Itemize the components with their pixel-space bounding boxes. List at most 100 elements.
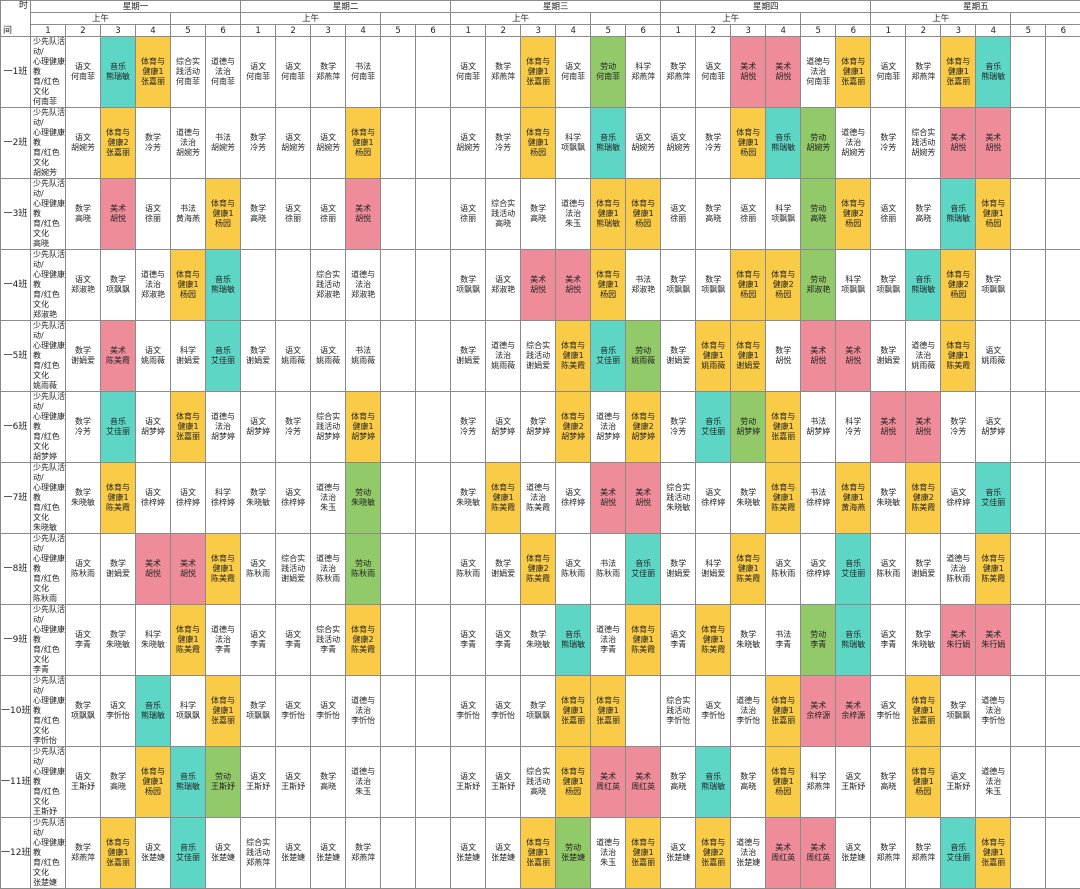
lesson-line: 杨园 xyxy=(766,787,800,797)
lesson-line: 体育与 xyxy=(136,57,170,67)
lesson-line: 科学 xyxy=(171,701,205,711)
lesson-cell: 语文张楚婕 xyxy=(206,818,241,889)
lesson-line: 数学 xyxy=(66,701,100,711)
lesson-line: 语文 xyxy=(241,630,275,640)
empty-cell xyxy=(416,818,451,889)
lesson-cell: 美术胡悦 xyxy=(766,37,801,108)
lesson-line: 姚雨薇 xyxy=(486,361,520,371)
lesson-line: 姚雨薇 xyxy=(346,356,380,366)
lesson-line: 语文 xyxy=(556,62,590,72)
lesson-line: 数学 xyxy=(311,772,345,782)
lesson-line: 音乐 xyxy=(941,204,975,214)
lesson-line: 语文 xyxy=(136,204,170,214)
lesson-line: 高晓 xyxy=(66,214,100,224)
lesson-cell: 劳动何南菲 xyxy=(591,37,626,108)
lesson-line: 张嘉丽 xyxy=(976,858,1010,868)
lesson-line: 健康1 xyxy=(731,138,765,148)
lesson-line: 音乐 xyxy=(906,275,940,285)
lesson-line: 体育与 xyxy=(731,270,765,280)
afternoon-header xyxy=(591,13,661,25)
lesson-line: 朱晓敏 xyxy=(731,640,765,650)
lesson-line: 李青 xyxy=(591,645,625,655)
lesson-line: 心理健康教 xyxy=(33,57,65,77)
empty-cell xyxy=(381,179,416,250)
lesson-cell: 语文李青 xyxy=(871,605,906,676)
lesson-line: 胡婉芳 xyxy=(171,148,205,158)
lesson-line: 健康1 xyxy=(941,67,975,77)
lesson-line: 李忻怡 xyxy=(33,736,65,746)
class-name: 一10班 xyxy=(1,676,31,747)
lesson-line: 语文 xyxy=(276,488,310,498)
lesson-line: 体育与 xyxy=(976,838,1010,848)
lesson-line: 音乐 xyxy=(591,133,625,143)
lesson-cell: 语文胡婉芳 xyxy=(451,108,486,179)
class-row: 一10班少先队活动/心理健康教育/红色文化李忻怡数学项飘飘语文李忻怡音乐熊瑞敏科… xyxy=(1,676,1080,747)
lesson-line: 数学 xyxy=(276,417,310,427)
lesson-line: 语文 xyxy=(136,346,170,356)
lesson-line: 少先队活动/ xyxy=(33,747,65,767)
lesson-line: 朱晓敏 xyxy=(871,498,905,508)
lesson-line: 语文 xyxy=(276,133,310,143)
lesson-cell: 道德与法治李青 xyxy=(591,605,626,676)
lesson-line: 高晓 xyxy=(906,214,940,224)
lesson-line: 体育与 xyxy=(696,341,730,351)
lesson-line: 语文 xyxy=(276,701,310,711)
lesson-cell: 数学郑燕萍 xyxy=(346,818,381,889)
lesson-line: 语文 xyxy=(311,843,345,853)
lesson-cell: 美术胡悦 xyxy=(171,534,206,605)
lesson-cell: 书法徐梓婷 xyxy=(801,463,836,534)
lesson-cell: 数学谢娟爱 xyxy=(661,321,696,392)
lesson-line: 体育与 xyxy=(766,696,800,706)
empty-cell xyxy=(1011,463,1046,534)
lesson-line: 音乐 xyxy=(171,843,205,853)
lesson-line: 郑淑艳 xyxy=(486,285,520,295)
lesson-line: 法治 xyxy=(521,493,555,503)
lesson-cell: 道德与法治胡婉芳 xyxy=(836,108,871,179)
lesson-cell: 语文徐丽 xyxy=(136,179,171,250)
lesson-cell: 美术胡悦 xyxy=(906,392,941,463)
lesson-cell: 音乐熊瑞敏 xyxy=(136,676,171,747)
lesson-line: 项飘飘 xyxy=(101,285,135,295)
lesson-line: 周红英 xyxy=(626,782,660,792)
lesson-cell: 道德与法治陈秋雨 xyxy=(941,534,976,605)
lesson-line: 法治 xyxy=(731,848,765,858)
lesson-line: 体育与 xyxy=(486,483,520,493)
lesson-line: 音乐 xyxy=(206,275,240,285)
empty-cell xyxy=(1046,37,1080,108)
lesson-line: 体育与 xyxy=(556,412,590,422)
lesson-line: 法治 xyxy=(346,777,380,787)
lesson-line: 胡婉芳 xyxy=(801,143,835,153)
lesson-line: 健康1 xyxy=(171,635,205,645)
lesson-line: 胡悦 xyxy=(101,214,135,224)
lesson-cell: 数学谢娟爱 xyxy=(66,321,101,392)
lesson-line: 徐梓婷 xyxy=(136,498,170,508)
lesson-line: 数学 xyxy=(101,630,135,640)
lesson-line: 杨园 xyxy=(906,787,940,797)
lesson-cell: 语文徐丽 xyxy=(451,179,486,250)
lesson-line: 胡悦 xyxy=(136,569,170,579)
lesson-cell: 数学谢娟爱 xyxy=(486,534,521,605)
lesson-cell: 科学项飘飘 xyxy=(836,250,871,321)
lesson-line: 王斯妤 xyxy=(941,782,975,792)
lesson-line: 数学 xyxy=(731,772,765,782)
lesson-cell: 数学朱晓敏 xyxy=(101,605,136,676)
lesson-line: 语文 xyxy=(696,701,730,711)
lesson-line: 体育与 xyxy=(836,483,870,493)
lesson-line: 陈美霞 xyxy=(101,503,135,513)
lesson-cell: 道德与法治朱玉 xyxy=(311,463,346,534)
lesson-line: 法治 xyxy=(591,635,625,645)
lesson-line: 徐梓婷 xyxy=(276,498,310,508)
lesson-line: 书法 xyxy=(626,275,660,285)
lesson-line: 何南菲 xyxy=(206,77,240,87)
lesson-cell: 数学项飘飘 xyxy=(661,250,696,321)
lesson-line: 胡悦 xyxy=(906,427,940,437)
lesson-line: 健康2 xyxy=(556,422,590,432)
lesson-line: 郑燕萍 xyxy=(801,782,835,792)
lesson-cell: 综合实践活动李忻怡 xyxy=(661,676,696,747)
